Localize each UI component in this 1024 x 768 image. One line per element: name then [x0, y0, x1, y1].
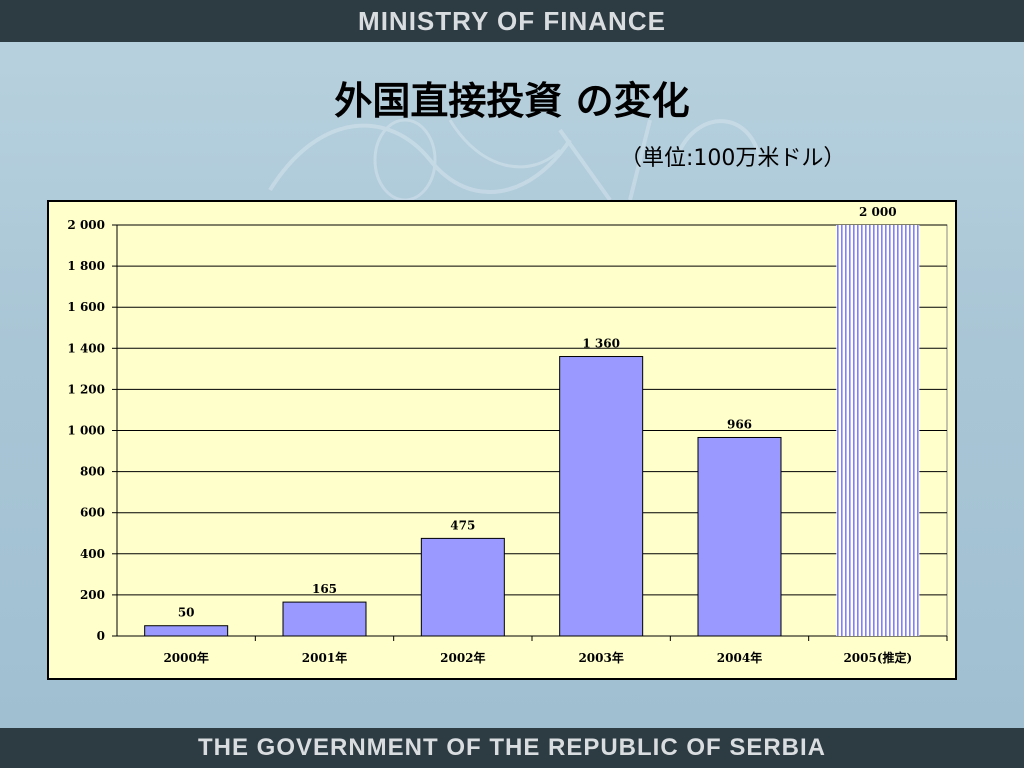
- data-label: 966: [727, 417, 752, 431]
- chart-frame: 0 200 400 600 800 1 000 1 200 1 400 1 600 1 800 2 …: [47, 200, 957, 680]
- fdi-bar-chart: 0 200 400 600 800 1 000 1 200 1 400 1 600 1 800 2 …: [67, 205, 948, 665]
- y-tick-label: 2 000: [67, 218, 105, 232]
- x-tick-label: 2005(推定): [843, 650, 912, 665]
- y-tick-label: 0: [97, 629, 105, 643]
- data-label: 50: [178, 606, 195, 620]
- y-tick-label: 400: [80, 547, 105, 561]
- unit-note: （単位:100万米ドル）: [620, 146, 846, 171]
- data-label: 165: [312, 582, 337, 596]
- x-tick-label: 2003年: [578, 650, 623, 665]
- y-tick-label: 1 000: [67, 424, 105, 438]
- x-tick-label: 2001年: [302, 650, 347, 665]
- bar-estimate: [836, 225, 920, 636]
- y-tick-label: 800: [80, 465, 105, 479]
- data-label: 475: [450, 518, 475, 532]
- data-label: 1 360: [582, 337, 620, 351]
- slide-title: 外国直接投資 の変化: [334, 79, 690, 123]
- x-tick-label: 2004年: [717, 650, 762, 665]
- government-footer-bar: THE GOVERNMENT OF THE REPUBLIC OF SERBIA: [0, 728, 1024, 768]
- bar: [144, 625, 229, 637]
- y-tick-label: 600: [80, 506, 105, 520]
- bar: [559, 356, 644, 637]
- bar: [697, 436, 782, 637]
- y-tick-label: 1 200: [67, 382, 105, 396]
- government-footer-text: THE GOVERNMENT OF THE REPUBLIC OF SERBIA: [197, 734, 827, 761]
- y-tick-label: 1 800: [67, 259, 105, 273]
- y-tick-label: 200: [80, 588, 105, 602]
- ministry-header-bar: MINISTRY OF FINANCE: [0, 0, 1024, 42]
- bar: [420, 537, 505, 637]
- y-tick-label: 1 600: [67, 300, 105, 314]
- ministry-header-text: MINISTRY OF FINANCE: [358, 5, 666, 36]
- x-tick-label: 2002年: [440, 650, 485, 665]
- y-tick-label: 1 400: [67, 341, 105, 355]
- bar: [282, 601, 367, 637]
- data-label: 2 000: [859, 205, 897, 219]
- x-tick-label: 2000年: [163, 650, 208, 665]
